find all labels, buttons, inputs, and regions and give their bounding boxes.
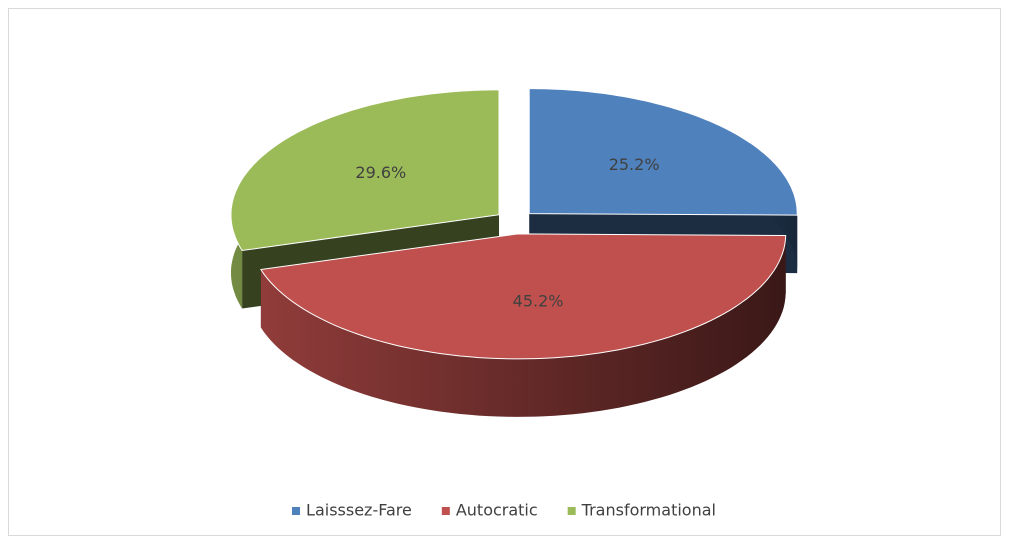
data-label: 45.2% [513,291,564,310]
data-label: 25.2% [609,155,660,174]
pie-slice [260,233,787,417]
legend-marker [441,507,450,515]
slice-top [528,88,798,216]
legend-marker [292,507,301,515]
slice-wall [260,235,786,417]
legend-label: Transformational [581,501,716,520]
legend-marker [567,507,576,515]
slice-top [230,89,500,252]
legend-label: Laisssez-Fare [306,501,412,520]
slice-top [260,233,787,360]
data-label: 29.6% [355,163,406,182]
legend-label: Autocratic [456,501,538,520]
